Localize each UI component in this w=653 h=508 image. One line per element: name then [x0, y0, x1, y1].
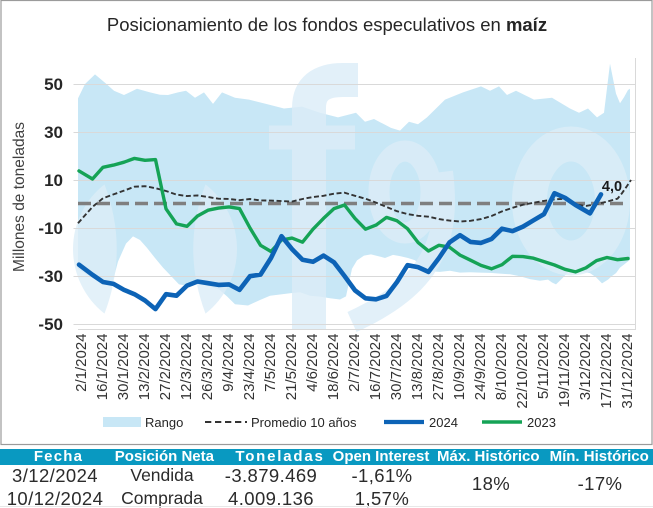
svg-text:30/7/2024: 30/7/2024: [388, 334, 405, 401]
svg-text:31/12/2024: 31/12/2024: [619, 334, 636, 409]
svg-text:2/1/2024: 2/1/2024: [73, 334, 90, 392]
svg-text:27/2/2024: 27/2/2024: [157, 334, 174, 401]
svg-text:22/10/2024: 22/10/2024: [514, 334, 531, 409]
svg-text:13/8/2024: 13/8/2024: [409, 334, 426, 401]
svg-text:30/1/2024: 30/1/2024: [115, 334, 132, 401]
svg-text:4,0: 4,0: [602, 179, 622, 195]
svg-text:-50: -50: [38, 315, 63, 334]
svg-text:18/6/2024: 18/6/2024: [325, 334, 342, 401]
svg-text:17/12/2024: 17/12/2024: [598, 334, 615, 409]
svg-text:Millones de toneladas: Millones de toneladas: [11, 122, 28, 272]
svg-text:16/1/2024: 16/1/2024: [94, 334, 111, 401]
svg-text:-30: -30: [38, 267, 63, 286]
svg-text:50: 50: [44, 75, 63, 94]
svg-text:19/11/2024: 19/11/2024: [556, 334, 573, 408]
svg-text:10: 10: [44, 171, 63, 190]
svg-text:23/4/2024: 23/4/2024: [241, 334, 258, 401]
svg-text:4/6/2024: 4/6/2024: [304, 334, 321, 392]
svg-text:3/12/2024: 3/12/2024: [577, 334, 594, 401]
svg-text:Posicionamiento de los fondos: Posicionamiento de los fondos especulati…: [107, 14, 547, 35]
svg-text:24/9/2024: 24/9/2024: [472, 334, 489, 401]
svg-text:21/5/2024: 21/5/2024: [283, 334, 300, 401]
svg-text:10/9/2024: 10/9/2024: [451, 334, 468, 401]
svg-text:27/8/2024: 27/8/2024: [430, 334, 447, 401]
svg-text:13/2/2024: 13/2/2024: [136, 334, 153, 401]
svg-text:2024: 2024: [429, 415, 458, 430]
svg-text:9/4/2024: 9/4/2024: [220, 334, 237, 392]
svg-text:Rango: Rango: [145, 415, 183, 430]
svg-text:-10: -10: [38, 219, 63, 238]
svg-text:16/7/2024: 16/7/2024: [367, 334, 384, 401]
svg-text:7/5/2024: 7/5/2024: [262, 334, 279, 392]
svg-text:12/3/2024: 12/3/2024: [178, 334, 195, 401]
svg-text:2023: 2023: [527, 415, 556, 430]
svg-text:26/3/2024: 26/3/2024: [199, 334, 216, 401]
svg-text:30: 30: [44, 123, 63, 142]
svg-text:5/11/2024: 5/11/2024: [535, 334, 552, 400]
svg-text:Promedio 10 años: Promedio 10 años: [251, 415, 357, 430]
svg-text:8/10/2024: 8/10/2024: [493, 334, 510, 401]
svg-text:2/7/2024: 2/7/2024: [346, 334, 363, 392]
